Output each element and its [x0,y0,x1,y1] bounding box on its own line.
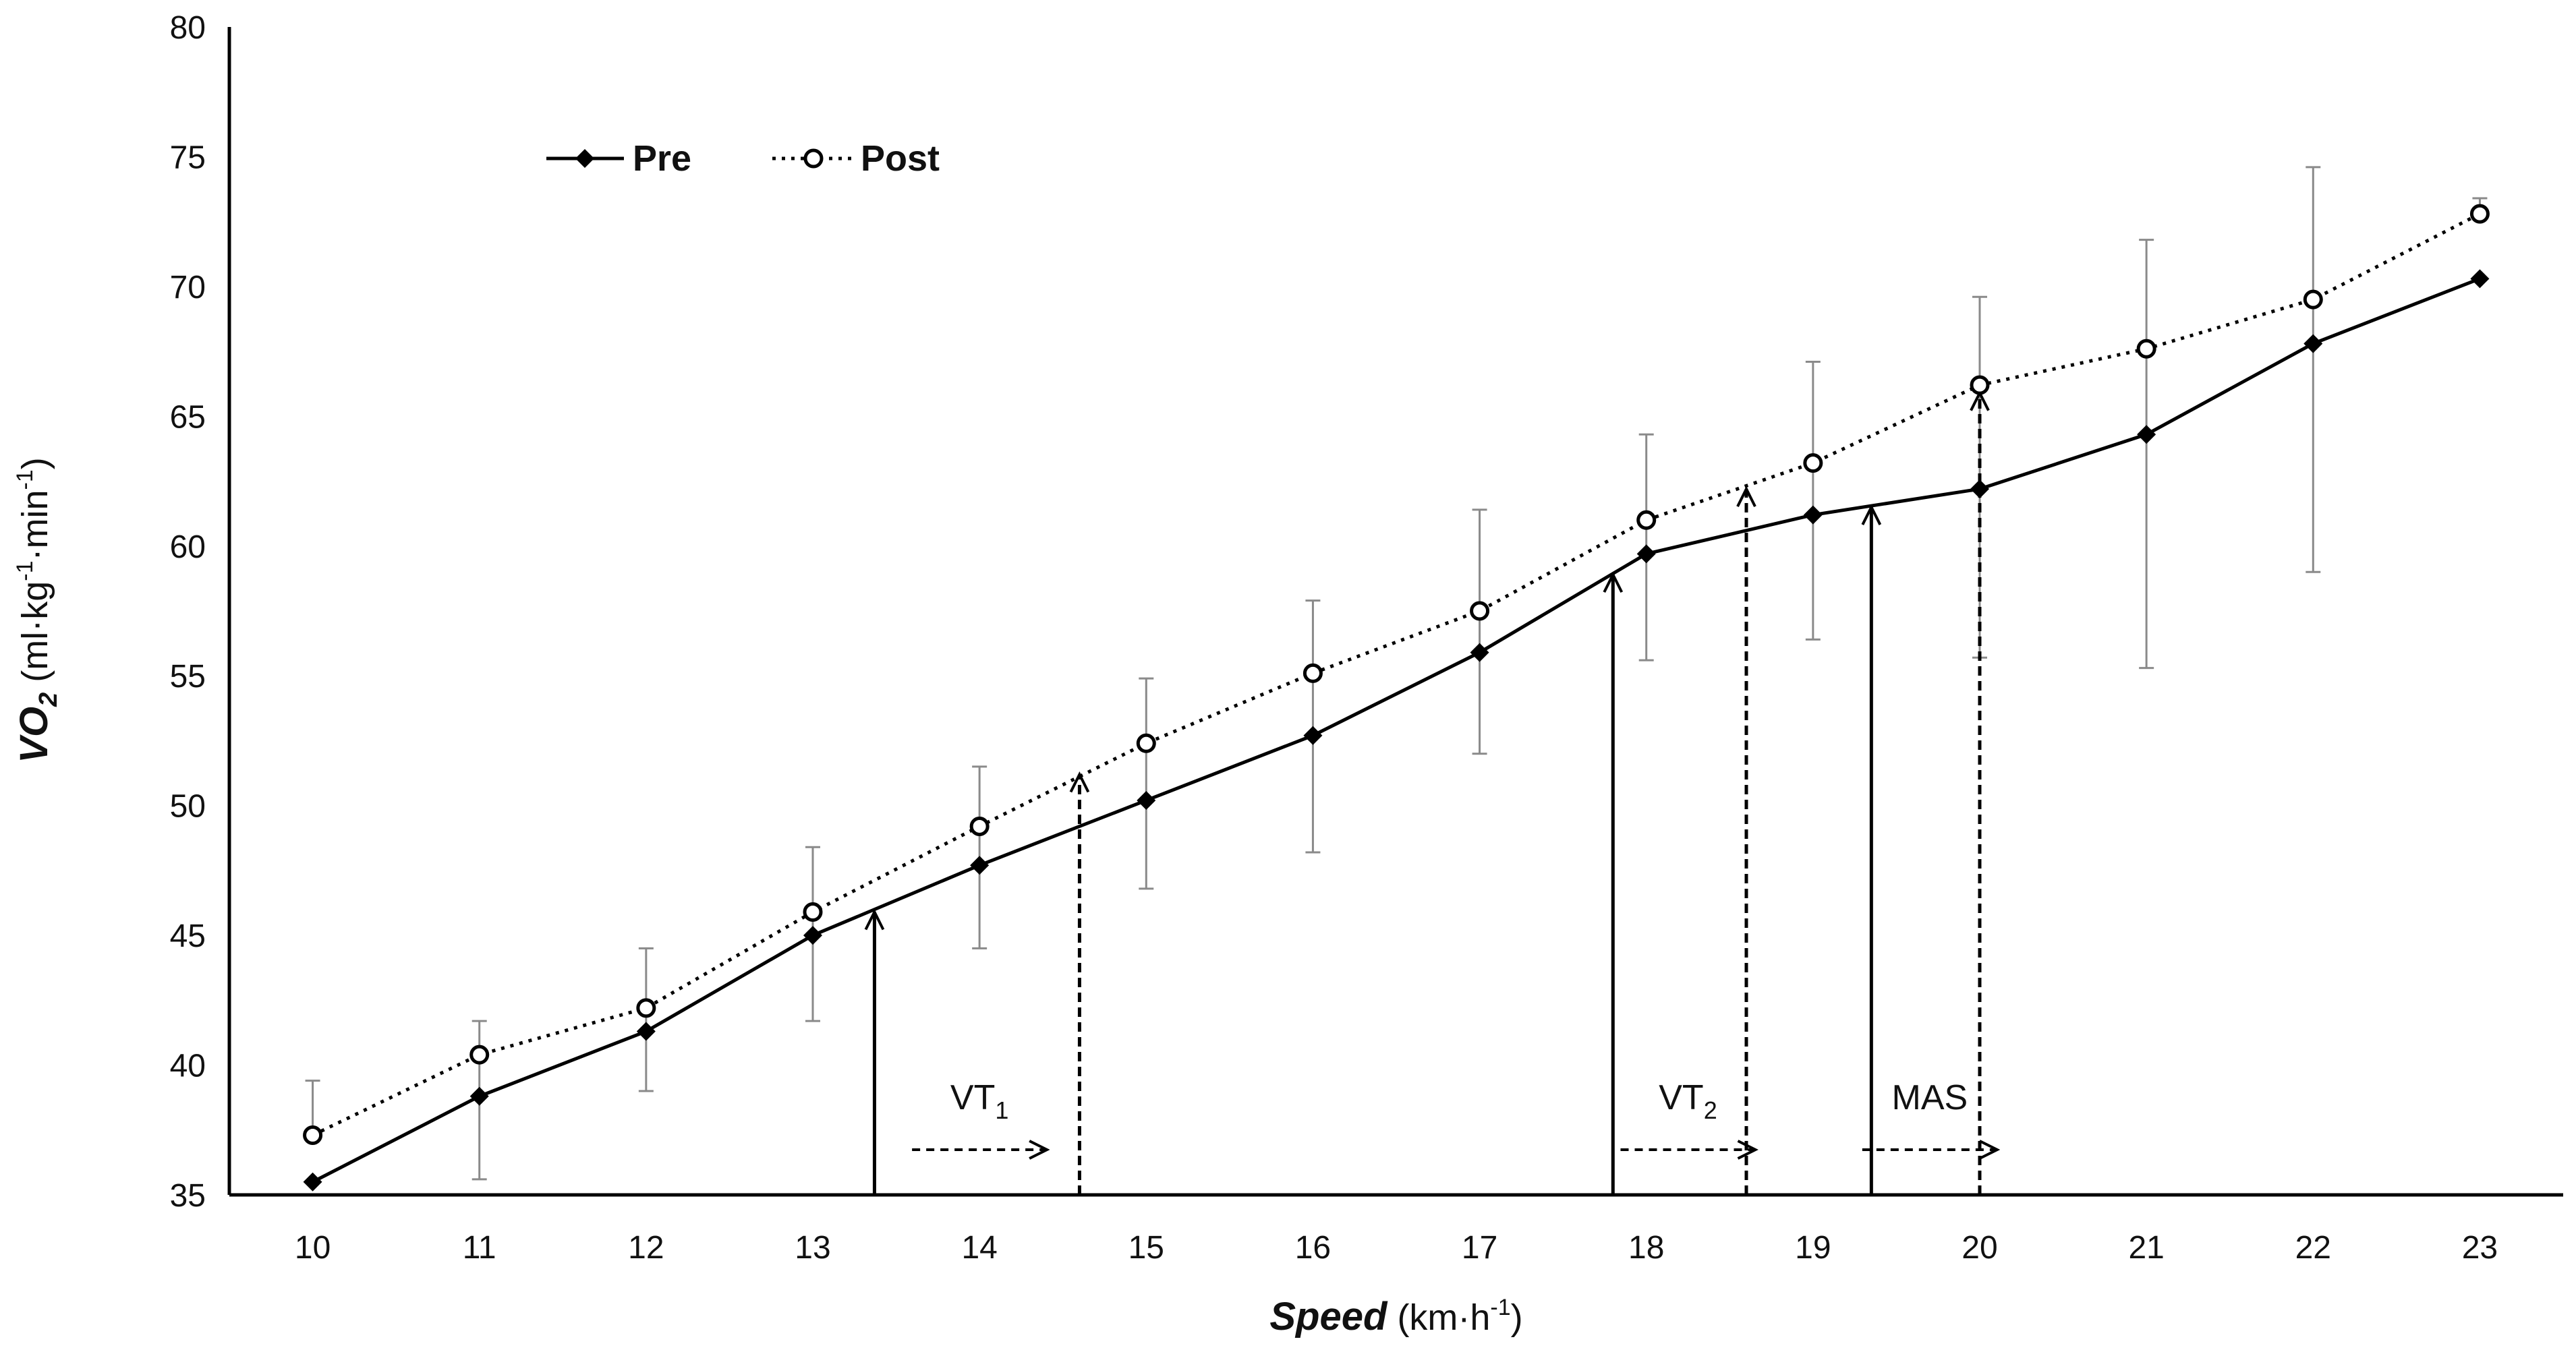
post-data-point [2469,204,2490,224]
post-threshold-arrowhead [1736,486,1756,507]
legend-post-marker [803,148,824,169]
post-data-point [303,1125,323,1145]
pre-data-point [469,1086,489,1106]
series [303,204,2490,1192]
x-tick-label: 16 [1295,1230,1331,1266]
axes [227,27,2563,1197]
legend-pre-marker [575,149,594,168]
pre-data-point [1636,544,1656,564]
pre-data-point [1970,479,1989,499]
pre-data-point [1303,726,1323,745]
y-tick-label: 40 [170,1049,206,1084]
shift-arrowhead [1737,1140,1758,1160]
y-axis-title: VO2 (ml·kg-1·min-1) [12,457,65,763]
post-threshold-arrowhead [1069,771,1090,793]
y-tick-label: 70 [170,270,206,305]
post-data-point [469,1045,490,1065]
post-data-point [969,816,990,836]
post-data-point [803,902,823,922]
shift-arrowhead [1978,1140,2001,1160]
pre-data-point [970,856,990,875]
pre-data-point [1137,790,1156,810]
x-tick-label: 11 [463,1230,496,1266]
threshold-markers: VT1 VT2 MAS [864,390,2001,1195]
post-data-point [1803,453,1823,473]
pre-threshold-arrowhead [864,908,885,931]
y-tick-label: 75 [170,140,206,175]
pre-data-point [2470,269,2490,289]
x-tick-label: 10 [295,1230,331,1266]
post-data-point [2136,339,2156,359]
threshold-label: VT2 [1659,1078,1717,1124]
shift-arrowhead [1029,1140,1050,1160]
pre-data-point [2137,425,2156,444]
x-axis-title: Speed (km·h-1) [1269,1295,1522,1339]
y-tick-label: 65 [170,399,206,435]
x-tick-label: 12 [628,1230,664,1266]
x-tick-label: 20 [1962,1230,1997,1266]
post-data-point [1303,663,1323,683]
y-tick-label: 60 [170,529,206,565]
pre-data-point [636,1022,656,1041]
post-data-point [636,998,656,1018]
y-tick-label: 80 [170,10,206,46]
pre-data-point [1470,643,1489,662]
x-tick-label: 15 [1128,1230,1164,1266]
post-data-point [2303,289,2323,310]
pre-data-point [803,926,822,945]
pre-series-line [312,277,2481,1183]
y-tick-labels: 35 40 45 50 55 60 65 70 75 80 [170,10,206,1214]
x-tick-label: 23 [2462,1230,2498,1266]
y-tick-label: 55 [170,659,206,695]
x-tick-label: 22 [2295,1230,2331,1266]
x-tick-labels: 10 11 12 13 14 15 16 17 18 19 20 21 22 23 [295,1230,2498,1266]
pre-data-point [2303,334,2323,353]
x-tick-label: 21 [2128,1230,2164,1266]
post-data-point [1470,601,1490,621]
legend-post-label: Post [861,138,940,179]
y-tick-label: 45 [170,918,206,954]
x-tick-label: 14 [961,1230,997,1266]
post-data-point [1136,733,1156,753]
post-data-point [1970,375,1990,395]
y-tick-label: 50 [170,789,206,825]
x-tick-label: 19 [1795,1230,1831,1266]
x-tick-label: 18 [1628,1230,1664,1266]
threshold-label: VT1 [950,1078,1008,1124]
error-bars [305,166,2488,1181]
y-tick-label: 35 [170,1178,206,1214]
threshold-label: MAS [1892,1078,1968,1117]
post-data-point [1636,510,1657,530]
legend-pre-label: Pre [633,138,691,179]
legend: Pre Post [546,138,940,179]
x-tick-label: 17 [1462,1230,1497,1266]
post-series-line [312,212,2481,1137]
x-tick-label: 13 [795,1230,830,1266]
pre-data-point [1803,505,1823,525]
pre-data-point [303,1172,322,1192]
